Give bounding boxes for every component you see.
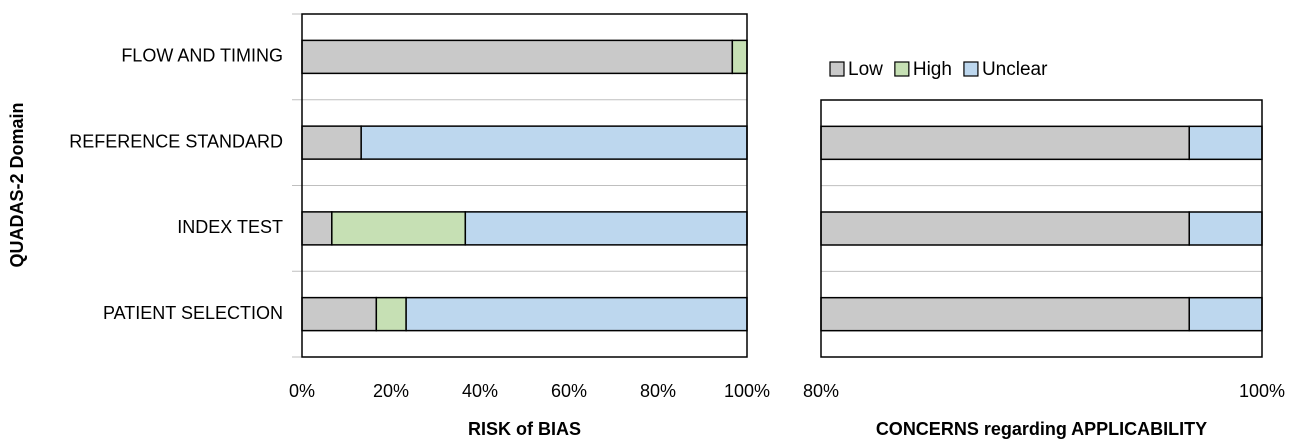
x-tick-label: 60% — [551, 381, 587, 401]
x-tick-label: 80% — [803, 381, 839, 401]
plot-frame — [301, 13, 748, 358]
bar-segment — [301, 296, 378, 332]
bar-segment — [820, 211, 1190, 246]
y-tick-label: INDEX TEST — [177, 217, 283, 237]
bar-segment — [301, 39, 734, 75]
y-axis-title: QUADAS-2 Domain — [7, 102, 27, 267]
x-tick-label: 20% — [373, 381, 409, 401]
bar-segment — [1188, 296, 1263, 332]
legend-swatch — [894, 61, 910, 77]
bar-segment — [464, 211, 748, 246]
bar-segment — [301, 211, 333, 246]
bar-segment — [1188, 211, 1263, 246]
x-tick-label: 0% — [289, 381, 315, 401]
y-tick-label: FLOW AND TIMING — [121, 46, 283, 66]
bar-segment — [360, 125, 748, 160]
y-tick-label: PATIENT SELECTION — [103, 303, 283, 323]
x-tick-label: 100% — [1239, 381, 1285, 401]
bar-segment — [375, 296, 407, 332]
bar-segment — [301, 125, 362, 160]
plot-frame — [820, 99, 1263, 358]
bar-segment — [405, 296, 748, 332]
bar-segment — [731, 39, 748, 75]
legend-label: Unclear — [982, 59, 1048, 80]
legend-label: Low — [848, 59, 883, 80]
legend-swatch — [963, 61, 979, 77]
x-tick-label: 40% — [462, 381, 498, 401]
bar-segment — [820, 125, 1190, 161]
x-tick-label: 80% — [640, 381, 676, 401]
x-tick-label: 100% — [724, 381, 770, 401]
bar-segment — [820, 296, 1190, 332]
x-axis-title: RISK of BIAS — [468, 419, 581, 439]
legend-swatch — [829, 61, 845, 77]
bar-segment — [1188, 125, 1263, 161]
bar-segment — [331, 211, 467, 246]
x-axis-title: CONCERNS regarding APPLICABILITY — [876, 419, 1207, 439]
y-tick-label: REFERENCE STANDARD — [69, 131, 283, 151]
legend-label: High — [913, 59, 952, 80]
